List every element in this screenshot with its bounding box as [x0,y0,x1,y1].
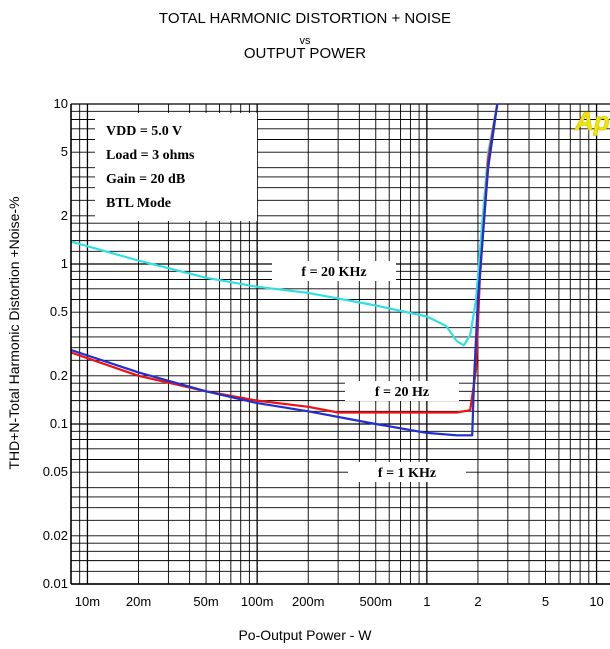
x-axis-label: Po-Output Power - W [238,627,372,643]
y-tick-label: 0.5 [50,304,68,319]
x-tick-label: 10 [589,594,603,609]
x-tick-label: 1 [423,594,430,609]
y-tick-label: 10 [54,96,68,111]
y-tick-label: 0.05 [43,464,68,479]
conditions-line: BTL Mode [106,196,171,211]
y-tick-label: 5 [61,144,68,159]
series-label: f = 20 KHz [301,265,366,280]
series-line-f-1-khz [70,103,499,437]
chart-title-line-3: OUTPUT POWER [243,45,367,62]
series-label: f = 1 KHz [378,466,436,481]
x-tick-label: 100m [241,594,274,609]
series-label: f = 20 Hz [375,385,429,400]
y-tick-label: 0.1 [50,416,68,431]
conditions-line: VDD = 5.0 V [106,124,182,139]
x-tick-label: 10m [75,594,100,609]
conditions-line: Gain = 20 dB [106,172,185,187]
series-line-f-20-khz [70,103,499,347]
x-tick-label: 2 [474,594,481,609]
y-tick-label: 0.2 [50,368,68,383]
ap-logo: Ap [574,106,610,136]
y-tick-label: 0.01 [43,576,68,591]
chart-title-line-2: vs [299,35,311,47]
x-tick-label: 50m [193,594,218,609]
x-tick-label: 5 [542,594,549,609]
annotations: VDD = 5.0 V Load = 3 ohms Gain = 20 dB BTL … [95,106,610,482]
x-tick-label: 20m [126,594,151,609]
y-tick-label: 0.02 [43,528,68,543]
chart-title-line-1: TOTAL HARMONIC DISTORTION + NOISE [158,10,452,27]
conditions-line: Load = 3 ohms [106,148,195,163]
y-tick-label: 1 [61,256,68,271]
series-lines [70,103,499,437]
series-label-bg [348,462,466,482]
y-tick-label: 2 [61,208,68,223]
x-tick-label: 500m [360,594,393,609]
conditions-box [95,113,257,221]
x-tick-label: 200m [292,594,325,609]
axes: 10m 20m 50m 100m 200m 500m 1 2 5 10 0.01 0.02 0.05 0.… [43,96,610,609]
series-label-bg [272,261,396,281]
series-label-bg [345,381,459,401]
